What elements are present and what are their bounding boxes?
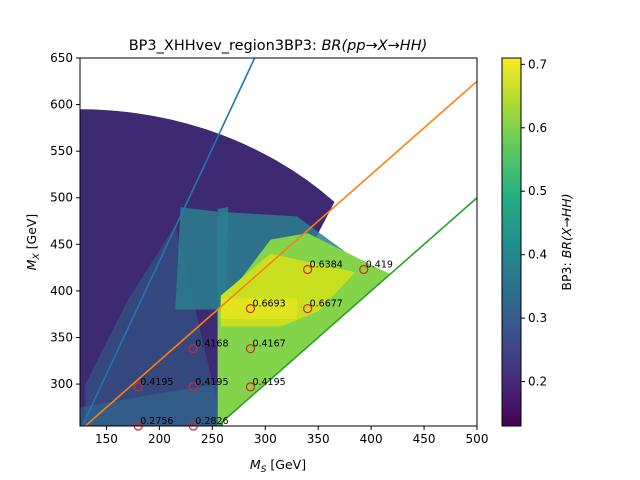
benchmark-label-8: 0.6693 [252,299,285,310]
x-tick-label-1: 150 [95,432,118,446]
y-tick-label-6: 550 [50,144,73,158]
colorbar-tick-label-3: 0.4 [528,248,547,262]
benchmark-point-10 [303,264,313,275]
heatmap-region-low [80,384,218,426]
heatmap-region-mid [85,225,223,426]
benchmark-label-6: 0.4168 [195,339,228,350]
benchmark-points: 0.2756 0.2826 0.4195 0.4195 0.4195 0.4168 0.41… [133,259,393,431]
guide-line-1 [81,58,256,426]
colorbar-tick-label-2: 0.3 [528,311,547,325]
plot-frame [79,57,478,427]
benchmark-point-5 [245,382,256,392]
x-tick-label-5: 350 [307,432,330,446]
y-axis-ticks: 300 350 400 450 500 550 600 650 [50,51,80,391]
x-axis-label: MS [GeV] [250,457,306,475]
chart-title: BP3_XHHvev_region3BP3: BR(pp→X→HH) [129,38,428,54]
x-tick-label-7: 450 [413,432,436,446]
y-tick-label-1: 300 [50,377,73,391]
benchmark-point-7 [245,344,256,354]
benchmark-label-10: 0.6384 [310,259,343,270]
heatmap-region-peak [220,298,298,319]
colorbar-ticks: 0.2 0.3 0.4 0.5 0.6 0.7 [521,57,547,389]
guide-line-3 [216,197,477,426]
benchmark-label-9: 0.6677 [310,299,343,310]
benchmark-label-5: 0.4195 [252,377,285,388]
benchmark-label-4: 0.4195 [195,377,228,388]
guide-line-2 [84,80,477,426]
y-tick-label-8: 650 [50,51,73,65]
benchmark-point-3 [133,382,143,392]
y-tick-label-3: 400 [50,284,73,298]
x-tick-label-3: 250 [201,432,224,446]
benchmark-point-8 [245,304,256,314]
colorbar-label: BP3: BR(X→HH) [559,193,574,290]
colorbar [501,57,522,427]
benchmark-point-4 [188,382,198,392]
x-tick-label-2: 200 [148,432,171,446]
x-axis-ticks: 150 200 250 300 350 400 450 500 [95,426,488,446]
y-tick-label-7: 600 [50,98,73,112]
benchmark-label-11: 0.419 [366,259,393,270]
colorbar-tick-label-1: 0.2 [528,375,547,389]
benchmark-point-6 [188,344,198,354]
colorbar-tick-label-5: 0.6 [528,121,547,135]
colorbar-tick-label-4: 0.5 [528,184,547,198]
y-axis-label: MX [GeV] [24,214,42,271]
x-tick-label-4: 300 [254,432,277,446]
colorbar-tick-label-6: 0.7 [528,57,547,71]
y-tick-label-2: 350 [50,330,73,344]
heatmap-layer [80,109,391,426]
y-tick-label-5: 500 [50,191,73,205]
benchmark-label-7: 0.4167 [252,339,285,350]
benchmark-label-2: 0.2826 [195,416,228,427]
guide-lines [81,58,477,426]
x-tick-label-8: 500 [466,432,489,446]
y-tick-label-4: 450 [50,237,73,251]
benchmark-label-1: 0.2756 [140,416,173,427]
benchmark-point-11 [359,264,369,275]
benchmark-point-9 [303,304,313,314]
x-tick-label-6: 400 [360,432,383,446]
benchmark-label-3: 0.4195 [140,377,173,388]
